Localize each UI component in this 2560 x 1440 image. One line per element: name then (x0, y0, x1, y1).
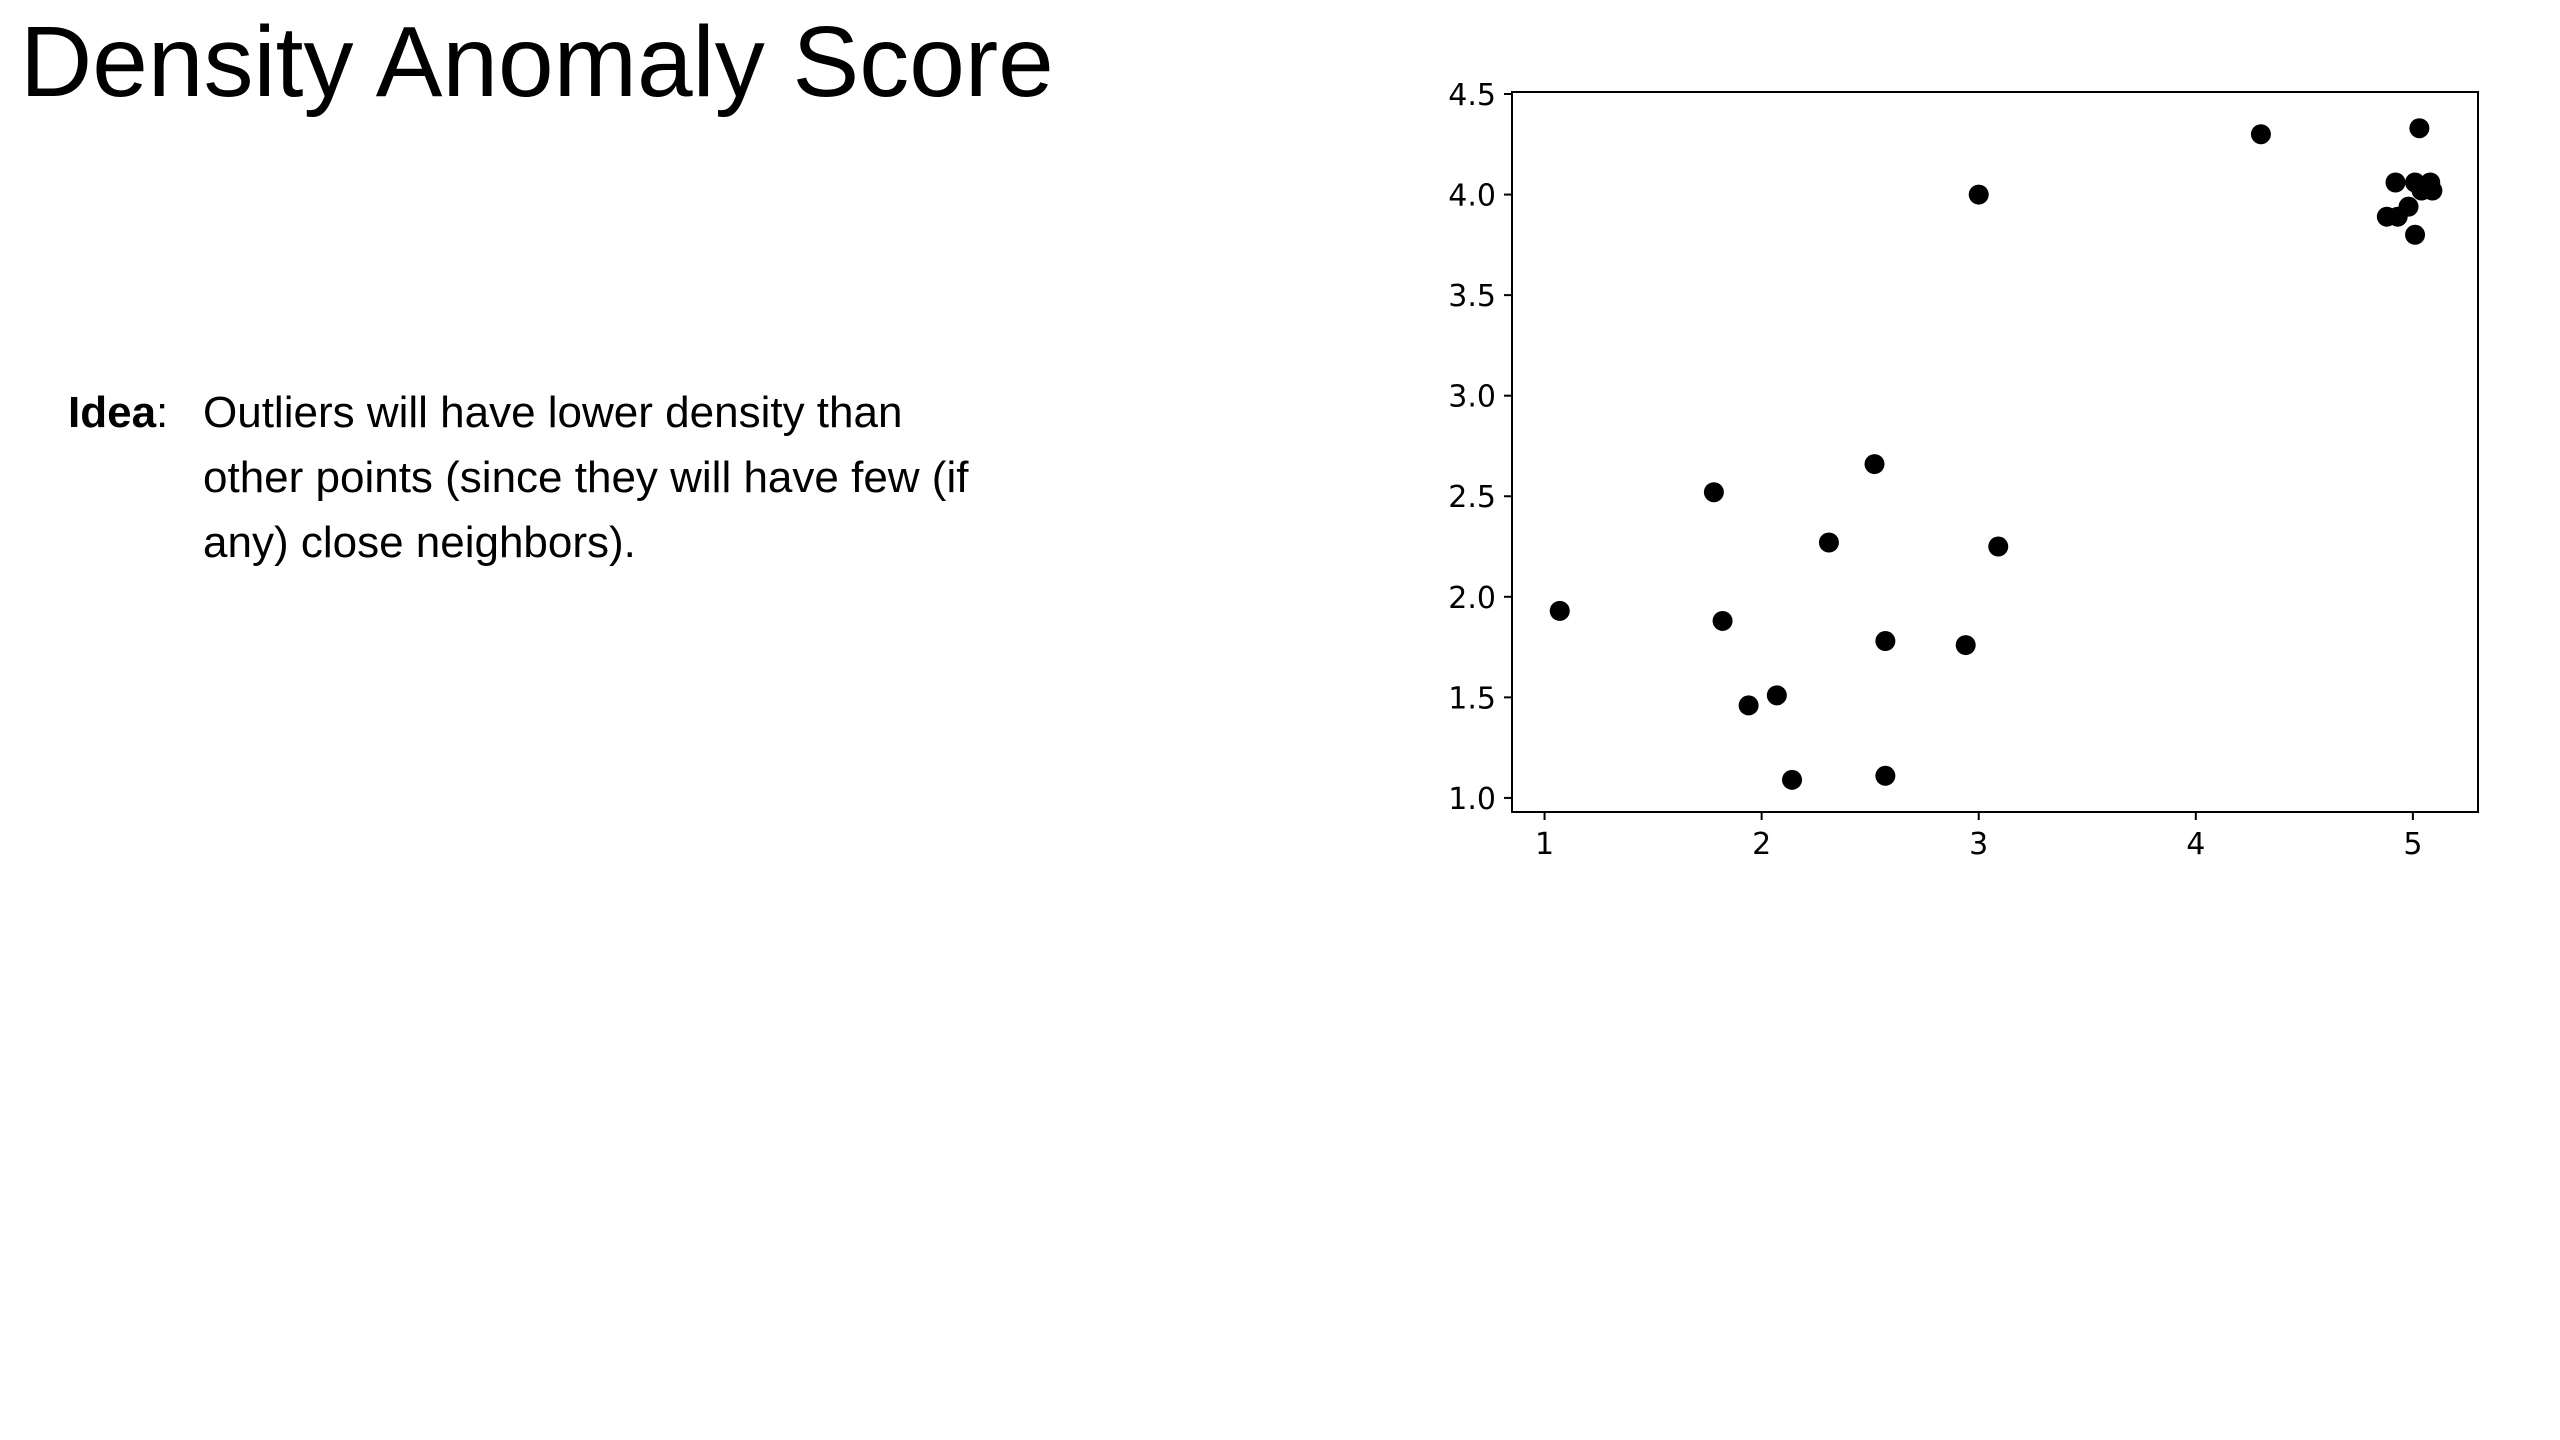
y-tick-label: 3.5 (1448, 279, 1496, 314)
scatter-point (1988, 536, 2009, 557)
scatter-point (1738, 695, 1759, 716)
scatter-point (1712, 610, 1733, 631)
scatter-point (2385, 172, 2406, 193)
scatter-points (1549, 118, 2443, 790)
scatter-point (1864, 454, 1885, 475)
scatter-point (2398, 196, 2419, 217)
x-tick-label: 4 (2186, 827, 2205, 862)
x-tick-label: 2 (1752, 827, 1771, 862)
x-tick-label: 1 (1535, 827, 1554, 862)
scatter-point (1968, 184, 1989, 205)
y-tick-label: 4.5 (1448, 78, 1496, 113)
x-axis: 1 2 3 4 5 (1535, 812, 2422, 862)
scatter-point (1875, 631, 1896, 652)
scatter-point (1782, 769, 1803, 790)
scatter-point (1549, 600, 1570, 621)
x-tick-label: 3 (1969, 827, 1988, 862)
idea-label-colon: : (156, 388, 169, 437)
y-axis: 1.0 1.5 2.0 2.5 3.0 3.5 4.0 4.5 (1448, 78, 1512, 817)
idea-text: Outliers will have lower density than ot… (203, 380, 1163, 575)
slide-title: Density Anomaly Score (20, 6, 1054, 118)
x-tick-label: 5 (2403, 827, 2422, 862)
scatter-point (2250, 124, 2271, 145)
y-tick-label: 4.0 (1448, 179, 1496, 214)
plot-area-frame (1511, 91, 2479, 813)
idea-line-1: Outliers will have lower density than (203, 388, 903, 437)
y-tick-label: 1.5 (1448, 681, 1496, 716)
y-tick-label: 1.0 (1448, 782, 1496, 817)
scatter-point (2409, 118, 2430, 139)
scatter-point (2405, 224, 2426, 245)
scatter-point (1766, 685, 1787, 706)
idea-label-bold: Idea (68, 388, 157, 437)
y-tick-label: 3.0 (1448, 380, 1496, 415)
scatter-chart-svg: 1 2 3 4 5 1.0 1.5 2.0 2.5 3.0 3.5 4.0 4.5 (1448, 78, 2479, 862)
scatter-point (1818, 532, 1839, 553)
idea-line-2: other points (since they will have few (… (203, 453, 969, 502)
idea-line-3: any) close neighbors). (203, 518, 636, 567)
y-tick-label: 2.5 (1448, 480, 1496, 515)
idea-label: Idea: (68, 380, 168, 445)
scatter-point (1703, 482, 1724, 503)
scatter-point (1955, 635, 1976, 656)
scatter-point (1875, 765, 1896, 786)
scatter-point (2422, 180, 2443, 201)
scatter-chart: 1 2 3 4 5 1.0 1.5 2.0 2.5 3.0 3.5 4.0 4.5 (1400, 60, 2520, 880)
y-tick-label: 2.0 (1448, 581, 1496, 616)
